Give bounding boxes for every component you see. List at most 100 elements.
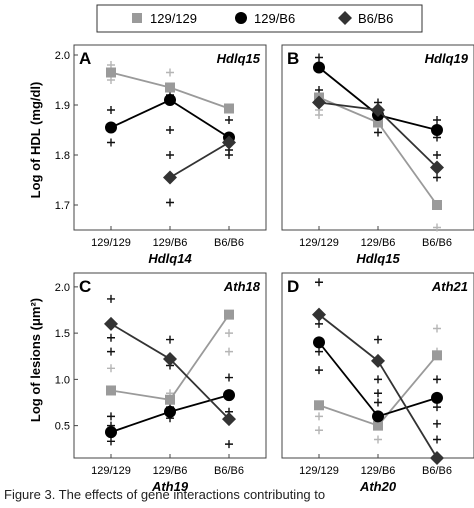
data-point-cross xyxy=(433,151,441,159)
legend-square-marker xyxy=(132,13,142,23)
series-marker-square xyxy=(373,117,383,128)
series-marker-circle xyxy=(431,391,443,404)
series-marker-circle xyxy=(313,336,325,349)
series-marker-diamond xyxy=(312,307,326,322)
data-point-cross xyxy=(315,347,323,356)
data-point-cross xyxy=(166,126,174,134)
data-point-cross xyxy=(225,373,233,382)
data-point-cross xyxy=(166,335,174,344)
data-point-cross xyxy=(225,329,233,338)
series-marker-circle xyxy=(431,124,443,136)
data-point-cross xyxy=(374,375,382,384)
data-point-cross xyxy=(315,278,323,287)
y-axis-label-bottom: Log of lesions (μm²) xyxy=(28,298,43,422)
data-point-cross xyxy=(166,68,174,77)
data-point-cross xyxy=(374,128,382,137)
legend-entry-129-129: 129/129 xyxy=(132,11,197,26)
legend-label: 129/B6 xyxy=(254,11,295,26)
y-tick-label: 1.7 xyxy=(55,200,70,212)
series-marker-diamond xyxy=(104,316,118,331)
data-point-cross xyxy=(107,364,115,373)
data-point-cross xyxy=(374,398,382,407)
x-axis-label: Hdlq15 xyxy=(356,251,400,266)
x-tick-label: B6/B6 xyxy=(422,237,452,249)
y-tick-label: 1.8 xyxy=(55,150,70,162)
plot-frame xyxy=(281,44,474,231)
x-tick-label: B6/B6 xyxy=(214,465,244,477)
legend-label: 129/129 xyxy=(150,11,197,26)
data-point-cross xyxy=(107,106,115,114)
data-point-cross xyxy=(374,389,382,398)
series-marker-square xyxy=(224,309,234,320)
x-tick-label: 129/129 xyxy=(91,237,131,249)
series-marker-square xyxy=(224,103,234,114)
data-point-cross xyxy=(315,366,323,375)
series-marker-diamond xyxy=(371,353,385,368)
series-marker-circle xyxy=(313,61,325,74)
x-tick-label: 129/B6 xyxy=(361,237,396,249)
data-point-cross xyxy=(225,440,233,449)
series-marker-square xyxy=(165,394,175,405)
series-marker-diamond xyxy=(312,95,326,110)
legend-entry-b6-b6: B6/B6 xyxy=(338,11,393,26)
series-marker-square xyxy=(106,67,116,78)
panel-c: C Ath18 129/129 129/B6 B6/B6 Ath19 0.5 1.0 1.5 2.… xyxy=(55,272,267,494)
y-tick-label: 2.0 xyxy=(55,50,70,62)
data-point-cross xyxy=(433,403,441,412)
x-tick-label: 129/B6 xyxy=(361,465,396,477)
data-point-cross xyxy=(433,375,441,384)
series-marker-circle xyxy=(105,121,117,134)
series-marker-square xyxy=(106,385,116,396)
panel-a: A Hdlq15 129/129 129/B6 B6/B6 Hdlq14 1.7 1.8 1.9… xyxy=(55,44,267,266)
series-marker-diamond xyxy=(222,135,236,150)
data-point-cross xyxy=(315,426,323,435)
series-marker-diamond xyxy=(222,412,236,427)
data-point-cross xyxy=(433,116,441,124)
series-marker-square xyxy=(432,350,442,361)
series-marker-circle xyxy=(372,410,384,423)
data-point-cross xyxy=(107,294,115,303)
data-point-cross xyxy=(374,335,382,344)
data-point-cross xyxy=(433,173,441,182)
panel-letter: B xyxy=(287,49,299,68)
panel-letter: D xyxy=(287,277,299,296)
panel-d: D Ath21 129/129 129/B6 B6/B6 Ath20 xyxy=(281,272,474,494)
x-tick-label: 129/B6 xyxy=(153,237,188,249)
panel-title: Ath21 xyxy=(431,279,468,294)
x-axis-label: Hdlq14 xyxy=(148,251,192,266)
data-point-cross xyxy=(315,111,323,119)
data-point-cross xyxy=(107,412,115,421)
series-marker-circle xyxy=(223,389,235,402)
series-marker-diamond xyxy=(430,160,444,175)
x-tick-label: B6/B6 xyxy=(422,465,452,477)
data-point-cross xyxy=(315,412,323,421)
legend-label: B6/B6 xyxy=(358,11,393,26)
data-point-cross xyxy=(315,53,323,62)
series-marker-circle xyxy=(164,94,176,106)
x-tick-label: 129/B6 xyxy=(153,465,188,477)
y-tick-label: 1.0 xyxy=(55,374,70,386)
y-tick-label: 0.5 xyxy=(55,421,70,433)
panel-title: Hdlq19 xyxy=(425,51,469,66)
x-tick-label: 129/129 xyxy=(299,237,339,249)
series-marker-square xyxy=(432,200,442,210)
y-axis-label-top: Log of HDL (mg/dl) xyxy=(28,82,43,199)
x-axis-label: Ath20 xyxy=(359,479,397,494)
y-tick-label: 2.0 xyxy=(55,282,70,294)
x-axis-label: Ath19 xyxy=(151,479,189,494)
y-tick-label: 1.5 xyxy=(55,328,70,340)
data-point-cross xyxy=(166,198,174,207)
data-point-cross xyxy=(433,435,441,444)
x-tick-label: 129/129 xyxy=(91,465,131,477)
data-point-cross xyxy=(433,419,441,428)
series-marker-diamond xyxy=(430,451,444,465)
panels: A Hdlq15 129/129 129/B6 B6/B6 Hdlq14 1.7 1.8 1.9… xyxy=(55,44,474,494)
series-marker-square xyxy=(314,400,324,411)
series-marker-square xyxy=(373,420,383,431)
series-marker-square xyxy=(165,82,175,93)
legend-entry-129-b6: 129/B6 xyxy=(235,11,295,26)
y-tick-label: 1.9 xyxy=(55,100,70,112)
series-line xyxy=(169,141,230,179)
data-point-cross xyxy=(107,347,115,356)
